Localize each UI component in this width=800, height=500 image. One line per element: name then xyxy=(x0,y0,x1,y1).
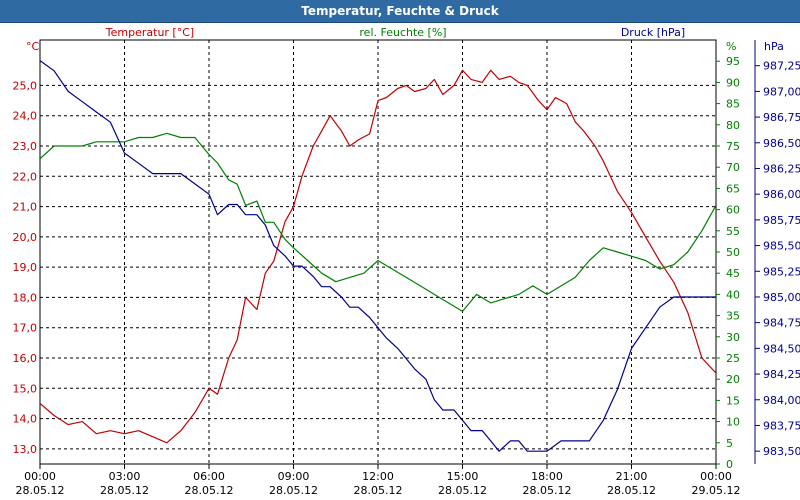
x-tick-time: 09:00 xyxy=(278,470,310,483)
pressure-tick-label: 983,75 xyxy=(763,419,800,432)
temperature-series-line xyxy=(40,69,716,444)
pressure-tick-label: 986,50 xyxy=(763,137,800,150)
humidity-tick-label: 25 xyxy=(726,352,740,365)
x-tick-time: 00:00 xyxy=(24,470,56,483)
humidity-tick-label: 5 xyxy=(726,437,733,450)
temperature-tick-label: 20,0 xyxy=(13,231,38,244)
humidity-tick-label: 60 xyxy=(726,204,740,217)
humidity-series-line xyxy=(40,132,716,312)
humidity-tick-label: 80 xyxy=(726,119,740,132)
pressure-tick-label: 985,00 xyxy=(763,291,800,304)
humidity-tick-label: 40 xyxy=(726,288,740,301)
x-tick-date: 29.05.12 xyxy=(692,484,741,497)
temperature-tick-label: 15,0 xyxy=(13,382,38,395)
pressure-tick-label: 987,25 xyxy=(763,60,800,73)
pressure-tick-label: 984,50 xyxy=(763,342,800,355)
temperature-unit-label: °C xyxy=(26,40,40,53)
temperature-tick-label: 22,0 xyxy=(13,170,38,183)
temperature-tick-label: 16,0 xyxy=(13,352,38,365)
temperature-tick-label: 23,0 xyxy=(13,140,38,153)
humidity-tick-label: 85 xyxy=(726,98,740,111)
humidity-tick-label: 30 xyxy=(726,331,740,344)
humidity-tick-label: 45 xyxy=(726,267,740,280)
x-tick-time: 18:00 xyxy=(531,470,563,483)
pressure-tick-label: 985,75 xyxy=(763,214,800,227)
time-axis: 00:0028.05.1203:0028.05.1206:0028.05.120… xyxy=(16,464,741,497)
temperature-tick-label: 24,0 xyxy=(13,110,38,123)
x-tick-time: 03:00 xyxy=(109,470,141,483)
humidity-tick-label: 90 xyxy=(726,76,740,89)
humidity-tick-label: 75 xyxy=(726,140,740,153)
pressure-tick-label: 987,00 xyxy=(763,85,800,98)
x-tick-date: 28.05.12 xyxy=(16,484,65,497)
window-titlebar: Temperatur, Feuchte & Druck xyxy=(0,0,800,23)
x-tick-date: 28.05.12 xyxy=(354,484,403,497)
pressure-legend: Druck [hPa] xyxy=(621,26,685,39)
humidity-unit-label: % xyxy=(726,40,736,53)
x-tick-date: 28.05.12 xyxy=(100,484,149,497)
x-tick-time: 21:00 xyxy=(616,470,648,483)
pressure-tick-label: 984,75 xyxy=(763,317,800,330)
x-tick-time: 12:00 xyxy=(362,470,394,483)
pressure-tick-label: 984,00 xyxy=(763,394,800,407)
pressure-tick-label: 983,50 xyxy=(763,445,800,458)
pressure-unit-label: hPa xyxy=(764,40,784,53)
x-tick-date: 28.05.12 xyxy=(269,484,318,497)
x-tick-date: 28.05.12 xyxy=(185,484,234,497)
humidity-tick-label: 10 xyxy=(726,416,740,429)
grid-layer xyxy=(40,40,716,464)
temperature-tick-label: 21,0 xyxy=(13,201,38,214)
humidity-axis: 0 5 10 15 20 25 30 35 40 45 50 55 60 65 70 75 80 85 90 95 xyxy=(716,55,740,471)
humidity-tick-label: 50 xyxy=(726,246,740,259)
x-tick-date: 28.05.12 xyxy=(607,484,656,497)
pressure-tick-label: 986,25 xyxy=(763,162,800,175)
pressure-tick-label: 986,00 xyxy=(763,188,800,201)
x-tick-time: 06:00 xyxy=(193,470,225,483)
temperature-tick-label: 18,0 xyxy=(13,291,38,304)
temperature-legend: Temperatur [°C] xyxy=(105,26,194,39)
humidity-tick-label: 95 xyxy=(726,55,740,68)
pressure-tick-label: 984,25 xyxy=(763,368,800,381)
pressure-tick-label: 985,50 xyxy=(763,240,800,253)
pressure-tick-label: 986,75 xyxy=(763,111,800,124)
x-tick-time: 00:00 xyxy=(700,470,732,483)
x-tick-time: 15:00 xyxy=(447,470,479,483)
humidity-tick-label: 20 xyxy=(726,373,740,386)
series-layer xyxy=(40,60,716,452)
humidity-tick-label: 70 xyxy=(726,161,740,174)
x-tick-date: 28.05.12 xyxy=(523,484,572,497)
temperature-tick-label: 17,0 xyxy=(13,322,38,335)
chart-title: Temperatur, Feuchte & Druck xyxy=(301,4,499,18)
temperature-tick-label: 25,0 xyxy=(13,79,38,92)
temperature-tick-label: 14,0 xyxy=(13,413,38,426)
x-tick-date: 28.05.12 xyxy=(438,484,487,497)
temperature-tick-label: 13,0 xyxy=(13,443,38,456)
humidity-tick-label: 55 xyxy=(726,225,740,238)
temperature-axis: 13,0 14,0 15,0 16,0 17,0 18,0 19,0 20,0 21,0 22,0… xyxy=(13,79,38,455)
humidity-tick-label: 65 xyxy=(726,182,740,195)
humidity-tick-label: 0 xyxy=(726,458,733,471)
temperature-tick-label: 19,0 xyxy=(13,261,38,274)
humidity-tick-label: 35 xyxy=(726,310,740,323)
pressure-tick-label: 985,25 xyxy=(763,265,800,278)
pressure-axis: 983,50 983,75 984,00 984,25 984,50 984,75 985,… xyxy=(754,40,800,464)
humidity-tick-label: 15 xyxy=(726,394,740,407)
pressure-series-line xyxy=(40,60,716,452)
humidity-legend: rel. Feuchte [%] xyxy=(359,26,446,39)
